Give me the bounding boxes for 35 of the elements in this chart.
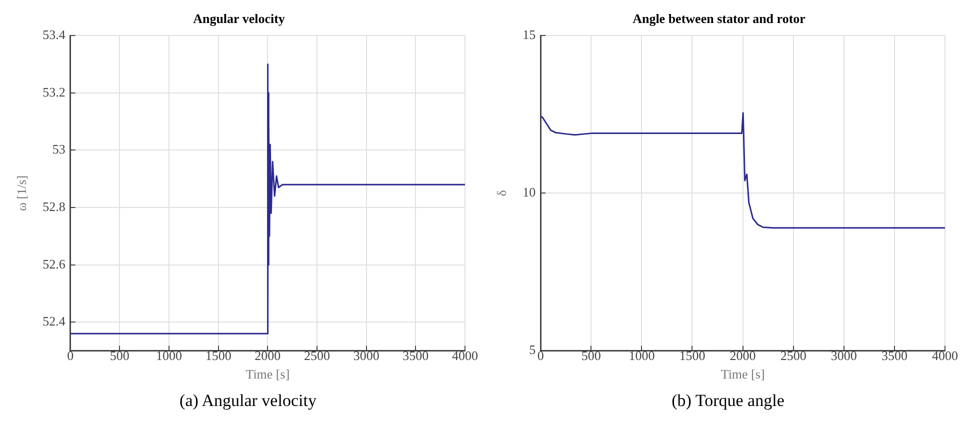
chart-title: Angle between stator and rotor [632,11,806,26]
y-tick-label: 53.2 [42,84,66,100]
x-tick-label: 1500 [205,348,232,364]
y-tick-label: 5 [529,342,536,358]
x-tick-label: 3000 [830,348,857,364]
x-tick-label: 3500 [402,348,429,364]
x-tick-label: 1000 [628,348,655,364]
x-axis-title: Time [s] [246,366,290,382]
y-tick-label: 53.4 [42,27,66,42]
x-tick-label: 0 [537,348,544,364]
x-tick-label: 500 [581,348,601,364]
text: (a) Angular velocity [180,391,316,411]
y-axis-title: ω [1/s] [14,175,30,212]
x-tick-label: 2500 [780,348,806,364]
y-axis-title: δ [494,190,510,196]
y-tick-label: 10 [522,184,536,200]
y-tick-label: 52.6 [42,256,66,272]
y-tick-label: 52.4 [42,314,66,329]
x-tick-label: 4000 [932,348,958,364]
x-axis-title: Time [s] [720,366,765,382]
x-tick-label: 3000 [353,348,380,364]
y-tick-label: 15 [522,27,536,42]
x-tick-label: 500 [110,348,130,364]
y-tick-label: 53 [52,142,66,157]
text: (b) Torque angle [672,391,784,411]
x-tick-label: 4000 [452,348,478,364]
chart-title: Angular velocity [193,11,286,26]
x-tick-label: 3500 [881,348,908,364]
x-tick-label: 1000 [156,348,182,364]
x-tick-label: 2000 [730,348,756,364]
x-tick-label: 0 [67,348,74,364]
y-tick-label: 52.8 [42,198,66,214]
x-tick-label: 2500 [304,348,330,364]
x-tick-label: 1500 [679,348,706,364]
x-tick-label: 2000 [254,348,281,364]
